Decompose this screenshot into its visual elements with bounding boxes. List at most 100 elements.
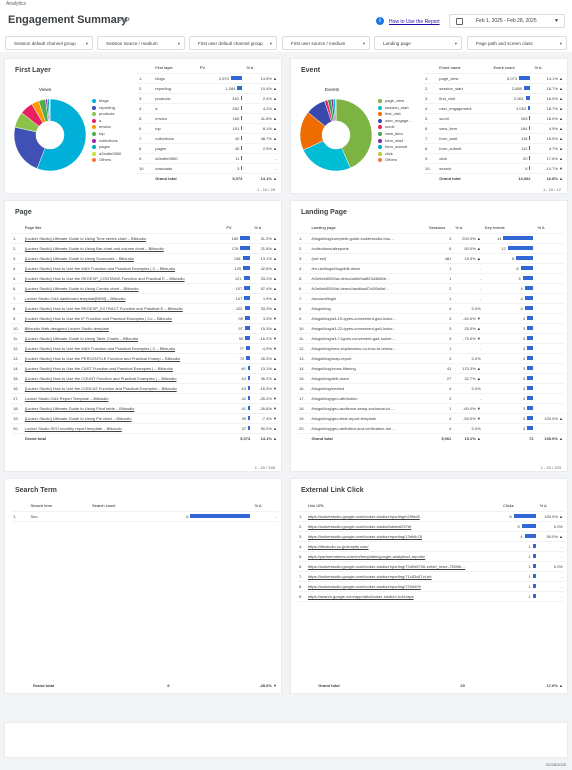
table-row[interactable]: 4. https://lifestudio.co.jp/shopify.com/1…: [297, 541, 565, 552]
pagination[interactable]: 1 - 20 / 293: [540, 465, 561, 470]
row-label[interactable]: https://lookerstudio.google.com/looker-s…: [305, 571, 502, 582]
column-header[interactable]: % Δ: [532, 63, 565, 74]
table-row[interactable]: 3. products 340 2.4% ▲: [137, 93, 279, 104]
table-row[interactable]: 3. (not set) 481 15.3% ▲ 8: [297, 253, 565, 264]
table-row[interactable]: 17. Looker Studio GA4 Report Template – B…: [11, 393, 279, 404]
table-row[interactable]: 2. session_start 2,889 18.7% ▲: [423, 83, 565, 94]
row-label[interactable]: https://lookerstudio.google.com/looker-s…: [305, 581, 502, 592]
column-header[interactable]: PV: [197, 63, 245, 74]
column-header[interactable]: Landing page: [309, 223, 427, 234]
row-label[interactable]: /blogs/blog/geo-audience-setup-exclusive…: [309, 403, 427, 414]
column-header[interactable]: % Δ: [252, 223, 279, 234]
row-label[interactable]: /en-us/blogs/blog/drill-down: [309, 263, 427, 274]
table-row[interactable]: 18./blogs/blog/geo-audience-setup-exclus…: [297, 403, 565, 414]
row-label[interactable]: Looker Studio GA4 dashboard template[BEM…: [22, 293, 225, 304]
table-row[interactable]: 12. [Looker Studio] How to Use the MAX Fu…: [11, 343, 279, 354]
row-label[interactable]: /blogs/blog/drill-down: [309, 373, 427, 384]
row-label[interactable]: [Looker Studio] Ultimate Guide to Using …: [22, 233, 225, 244]
row-label[interactable]: /account/login: [309, 293, 427, 304]
table-row[interactable]: 7. collections 40 48.7% ▲: [137, 133, 279, 144]
column-header[interactable]: PV: [224, 223, 253, 234]
table-row[interactable]: 16. [Looker Studio] How to Use the CONCAT…: [11, 383, 279, 394]
column-header[interactable]: % Δ: [537, 501, 565, 512]
table-row[interactable]: 1. blogs 2,670 14.5% ▲: [137, 73, 279, 84]
table-row[interactable]: 1. page_view 5,073 14.1% ▲: [423, 73, 565, 84]
filter-page-path[interactable]: Page path and screen class ▾: [467, 36, 567, 50]
table-row[interactable]: 2./collections/allreports 6 50.0% ▲ 12: [297, 243, 565, 254]
column-header[interactable]: % Δ: [252, 501, 279, 512]
row-label[interactable]: Looker Studio GA4 Report Template – Blit…: [22, 393, 225, 404]
row-label[interactable]: [Looker Studio] How to Use the MAX Funct…: [22, 343, 225, 354]
column-header[interactable]: Key events: [482, 223, 536, 234]
table-row[interactable]: 4. user_engagement 1,053 18.7% ▲: [423, 103, 565, 114]
table-row[interactable]: 7. form_start 118 15.5% ▲: [423, 133, 565, 144]
row-label[interactable]: https://partnermetrics.com/en/templates/…: [305, 551, 502, 562]
table-row[interactable]: 8. https://lookerstudio.google.com/looker…: [297, 581, 565, 592]
table-row[interactable]: 9. https://search.google.com/app/ratio/lo…: [297, 591, 565, 602]
row-label[interactable]: /blogs/blog/a3-7-types-convenient-ga4-lo…: [309, 333, 427, 344]
table-row[interactable]: 20./blogs/blog/geo-definition-and-verifi…: [297, 423, 565, 434]
column-header[interactable]: Event name: [437, 63, 492, 74]
table-row[interactable]: 10./blogs/blog/a3-22-types-convenient-ga…: [297, 323, 565, 334]
table-row[interactable]: 15./blogs/blog/drill-down 27 32.7% ▲ 3: [297, 373, 565, 384]
table-row[interactable]: 20. Looker Studio SEO monthly report temp…: [11, 423, 279, 434]
row-label[interactable]: /blogs/blog/geo-best-report-template: [309, 413, 427, 424]
table-row[interactable]: 13. [Looker Studio] How to Use the PERCEN…: [11, 353, 279, 364]
pagination[interactable]: 1 - 10 / 28: [256, 187, 275, 192]
row-label[interactable]: [Looker Studio] Ultimate Guide to Using …: [22, 333, 225, 344]
row-label[interactable]: Blitzudio Web-designed Looker Studio tem…: [22, 323, 225, 334]
date-range-picker[interactable]: Feb 1, 2025 - Feb 28, 2025 ▼: [449, 14, 565, 28]
row-label[interactable]: [Looker Studio] How to Use the CAST Func…: [22, 363, 225, 374]
table-row[interactable]: 8. form_submit 112 4.7% ▲: [423, 143, 565, 154]
table-row[interactable]: 12./blogs/blog/new-explanation-on-how-to…: [297, 343, 565, 354]
table-row[interactable]: 11./blogs/blog/a3-7-types-convenient-ga4…: [297, 333, 565, 344]
row-label[interactable]: /blogs/blog/cross-filtering: [309, 363, 427, 374]
column-header[interactable]: Link URL: [305, 501, 502, 512]
table-row[interactable]: 4. a 282 4.2% ▲: [137, 103, 279, 114]
table-row[interactable]: 7. https://lookerstudio.google.com/looker…: [297, 571, 565, 582]
events-donut-chart[interactable]: [296, 95, 376, 175]
table-row[interactable]: 8. [Looker Studio] How to Use the REGEXP_…: [11, 303, 279, 314]
row-label[interactable]: /blogs/blog/a3-19-types-convenient-ga4-l…: [309, 313, 427, 324]
table-row[interactable]: 1. [Looker Studio] Ultimate Guide to Usin…: [11, 233, 279, 244]
row-label[interactable]: [Looker Studio] Ultimate Guide to Using …: [22, 253, 225, 264]
row-label[interactable]: [Looker Studio] How to Use the PERCENTIL…: [22, 353, 225, 364]
table-row[interactable]: 3. [Looker Studio] Ultimate Guide to Usin…: [11, 253, 279, 264]
column-header[interactable]: Clicks: [501, 501, 538, 512]
row-label[interactable]: /blogs/blog/complete-guide-lookerstudio-…: [309, 233, 427, 244]
row-label[interactable]: (not set): [309, 253, 427, 264]
table-row[interactable]: 1. Seo 6 -: [11, 511, 279, 522]
table-row[interactable]: 19. [Looker Studio] Ultimate Guide to Usi…: [11, 413, 279, 424]
row-label[interactable]: /blogs/blog/geo-definition-and-verificat…: [309, 423, 427, 434]
table-row[interactable]: 16./blogs/blog/embed 4 0.0% 3: [297, 383, 565, 394]
row-label[interactable]: /blogs/blog/a3-22-types-convenient-ga4-l…: [309, 323, 427, 334]
table-row[interactable]: 9. a2ea6e0550 11-: [137, 153, 279, 164]
row-label[interactable]: https://lookerstudio.google.com/looker-s…: [305, 561, 502, 572]
row-label[interactable]: /blogs/blog: [309, 303, 427, 314]
table-row[interactable]: 3. https://lookerstudio.google.com/looker…: [297, 531, 565, 542]
table-row[interactable]: 6. [Looker Studio] Ultimate Guide to Usin…: [11, 283, 279, 294]
table-row[interactable]: 7./account/login 1- 4: [297, 293, 565, 304]
filter-session-channel[interactable]: Session default channel group ▾: [5, 36, 93, 50]
table-row[interactable]: 6./b2e6eb5550/ai-demo/dact6aa07c0f5d4ef……: [297, 283, 565, 294]
row-label[interactable]: [Looker Studio] How to Use the REGEXP_CO…: [22, 273, 225, 284]
table-row[interactable]: 4. [Looker Studio] How to Use the MAX Fun…: [11, 263, 279, 274]
column-header[interactable]: Sessions: [426, 223, 454, 234]
table-row[interactable]: 14./blogs/blog/cross-filtering 41 170.3% ▲…: [297, 363, 565, 374]
table-row[interactable]: 5./b2e6eb5550/ai-demo/ad0e5a8f23d3686b… 1…: [297, 273, 565, 284]
row-label[interactable]: [Looker Studio] Ultimate Guide to Using …: [22, 283, 225, 294]
filter-landing-page[interactable]: Landing page ▾: [374, 36, 462, 50]
column-header[interactable]: Event count: [491, 63, 533, 74]
filter-first-user-channel[interactable]: First user default channel group ▾: [189, 36, 277, 50]
table-row[interactable]: 3. first_visit 2,061 16.0% ▲: [423, 93, 565, 104]
table-row[interactable]: 2. reporting 1,084 10.4% ▲: [137, 83, 279, 94]
table-row[interactable]: 14. [Looker Studio] How to Use the CAST F…: [11, 363, 279, 374]
table-row[interactable]: 6. view_item 184 4.9% ▲: [423, 123, 565, 134]
row-label[interactable]: https://lookerstudio.google.com/looker-s…: [305, 521, 502, 532]
info-icon[interactable]: i: [376, 17, 384, 25]
table-row[interactable]: 5. https://partnermetrics.com/en/template…: [297, 551, 565, 562]
column-header[interactable]: Page title: [22, 223, 225, 234]
table-row[interactable]: 8./blogs/blog 4 0.0% 4: [297, 303, 565, 314]
table-row[interactable]: 10. dowloads 3-: [137, 163, 279, 174]
row-label[interactable]: https://lifestudio.co.jp/shopify.com/: [305, 541, 502, 552]
